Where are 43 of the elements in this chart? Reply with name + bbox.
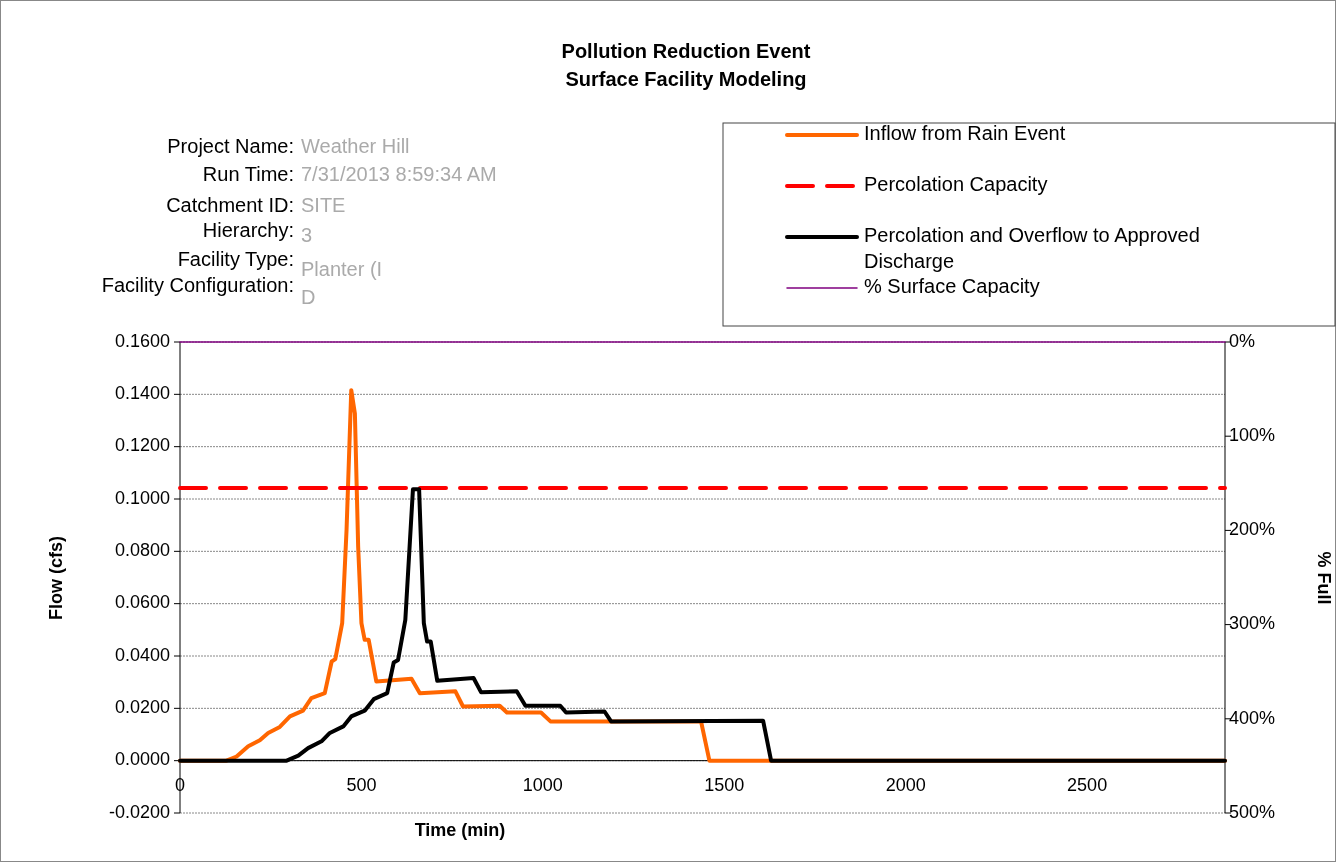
- y2-tick-label: 200%: [1229, 519, 1276, 540]
- x-tick-label: 0: [174, 774, 186, 795]
- text: Weather Hill: [301, 135, 410, 158]
- x-tick-label: 2500: [1067, 774, 1108, 795]
- y2-tick-label: 500%: [1229, 801, 1276, 822]
- x-tick-label: 2000: [885, 774, 926, 795]
- y-axis-title: Flow (cfs): [46, 536, 66, 620]
- y-tick-label: 0.0000: [114, 749, 170, 770]
- text: Hierarchy:: [202, 219, 294, 242]
- y-tick-label: 0.1600: [114, 330, 170, 351]
- y2-tick-label: 100%: [1229, 424, 1276, 445]
- x-tick-label: 1500: [704, 774, 745, 795]
- y-tick-label: 0.0400: [114, 644, 170, 665]
- y-tick-label: 0.0800: [114, 540, 170, 561]
- text: Project Name:: [167, 135, 294, 158]
- text: 7/31/2013 8:59:34 AM: [301, 163, 497, 186]
- legend-label: % Surface Capacity: [864, 275, 1040, 298]
- y-tick-label: -0.0200: [108, 801, 170, 822]
- text: Planter (I: [301, 258, 383, 281]
- chart-title: Pollution Reduction Event: [561, 40, 811, 62]
- y2-tick-label: 400%: [1229, 707, 1276, 728]
- text: 3: [301, 224, 313, 247]
- y2-axis-title: % Full: [1314, 551, 1334, 605]
- legend-label: Inflow from Rain Event: [864, 122, 1066, 145]
- text: Facility Configuration:: [101, 274, 294, 297]
- x-tick-label: 1000: [522, 774, 563, 795]
- y-tick-label: 0.0600: [114, 592, 170, 613]
- y2-tick-label: 300%: [1229, 613, 1276, 634]
- text: Run Time:: [202, 163, 294, 186]
- y2-tick-label: 0%: [1229, 330, 1256, 351]
- legend-label: Percolation and Overflow to Approved Discharge: [864, 224, 1200, 273]
- text: Facility Type:: [177, 248, 294, 271]
- y-tick-label: 0.1400: [114, 383, 170, 404]
- y-tick-label: 0.1000: [114, 487, 170, 508]
- chart-subtitle: Surface Facility Modeling: [565, 68, 807, 90]
- x-axis-title: Time (min): [414, 820, 506, 840]
- text: Catchment ID:: [166, 194, 294, 217]
- y-tick-label: 0.1200: [114, 435, 170, 456]
- x-tick-label: 500: [346, 774, 377, 795]
- text: SITE: [301, 194, 346, 217]
- text: D: [301, 286, 316, 309]
- y-tick-label: 0.0200: [114, 697, 170, 718]
- legend-label: Percolation Capacity: [864, 173, 1048, 196]
